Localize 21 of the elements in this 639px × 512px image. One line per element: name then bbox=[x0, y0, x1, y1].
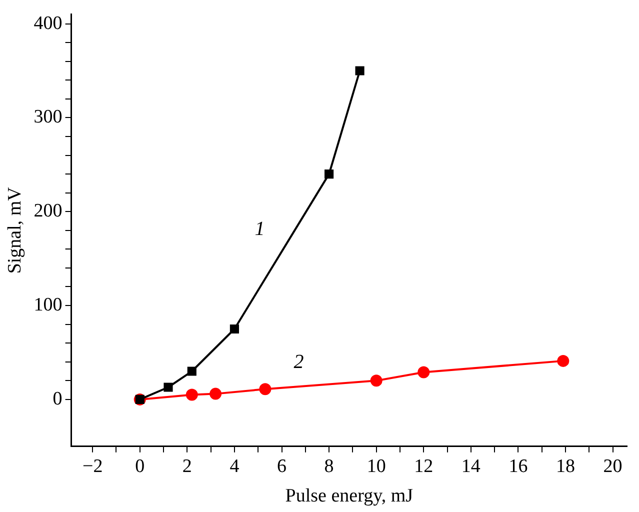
y-axis-title: Signal, mV bbox=[4, 186, 26, 274]
x-tick-label: 6 bbox=[277, 456, 287, 477]
x-axis-title: Pulse energy, mJ bbox=[285, 486, 414, 507]
x-tick-label: 12 bbox=[414, 456, 434, 477]
y-tick-label: 300 bbox=[34, 106, 62, 128]
x-tick-label: 10 bbox=[366, 456, 386, 477]
y-tick-label: 200 bbox=[34, 200, 62, 222]
x-tick-label: 18 bbox=[556, 456, 576, 477]
x-tick-label: 4 bbox=[230, 456, 240, 477]
x-tick-label: 0 bbox=[135, 456, 145, 477]
y-tick-label: 0 bbox=[52, 388, 62, 410]
y-tick-label: 400 bbox=[34, 12, 62, 34]
x-tick-label: 2 bbox=[182, 456, 192, 477]
y-tick-label: 100 bbox=[34, 294, 62, 316]
x-tick-label: 16 bbox=[508, 456, 528, 477]
series-label: 2 bbox=[294, 351, 304, 374]
x-tick-label: 8 bbox=[324, 456, 334, 477]
x-tick-label: 14 bbox=[461, 456, 481, 477]
x-tick-label: 20 bbox=[603, 456, 622, 477]
series-label: 1 bbox=[254, 218, 265, 240]
x-tick-label: −2 bbox=[82, 456, 103, 477]
